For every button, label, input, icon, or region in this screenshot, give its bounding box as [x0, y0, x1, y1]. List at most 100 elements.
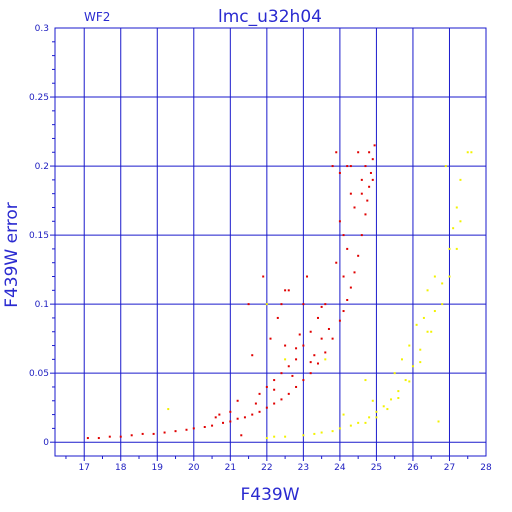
- red-data-point: [265, 406, 268, 409]
- y-tick-label: 0.1: [35, 300, 49, 310]
- yellow-data-point: [437, 420, 440, 423]
- red-data-point: [185, 428, 188, 431]
- red-data-point: [342, 275, 345, 278]
- yellow-data-point: [441, 303, 444, 306]
- red-data-point: [302, 344, 305, 347]
- red-data-point: [349, 192, 352, 195]
- red-data-point: [152, 432, 155, 435]
- yellow-data-point: [357, 421, 360, 424]
- yellow-data-point: [167, 408, 170, 411]
- red-data-point: [360, 178, 363, 181]
- yellow-data-point: [331, 430, 334, 433]
- yellow-data-point: [349, 424, 352, 427]
- red-data-point: [295, 385, 298, 388]
- red-data-point: [130, 434, 133, 437]
- yellow-data-point: [426, 289, 429, 292]
- y-tick-label: 0: [43, 438, 49, 448]
- yellow-data-point: [324, 358, 327, 361]
- x-tick-label: 17: [78, 463, 89, 473]
- red-data-point: [97, 437, 100, 440]
- red-data-point: [254, 402, 257, 405]
- red-data-point: [141, 432, 144, 435]
- yellow-data-point: [430, 330, 433, 333]
- red-data-point: [369, 171, 372, 174]
- yellow-data-point: [400, 358, 403, 361]
- red-data-point: [353, 206, 356, 209]
- yellow-data-point: [265, 303, 268, 306]
- yellow-data-point: [408, 344, 411, 347]
- red-data-point: [251, 354, 254, 357]
- red-data-point: [236, 399, 239, 402]
- red-data-point: [295, 347, 298, 350]
- red-data-point: [309, 361, 312, 364]
- yellow-data-point: [265, 437, 268, 440]
- red-data-point: [251, 413, 254, 416]
- red-data-point: [335, 261, 338, 264]
- red-data-point: [247, 303, 250, 306]
- yellow-data-point: [320, 431, 323, 434]
- red-data-point: [273, 379, 276, 382]
- red-data-point: [353, 271, 356, 274]
- red-data-point: [273, 402, 276, 405]
- red-data-point: [309, 372, 312, 375]
- red-data-point: [287, 289, 290, 292]
- red-data-point: [280, 398, 283, 401]
- yellow-data-point: [393, 372, 396, 375]
- red-data-point: [265, 385, 268, 388]
- yellow-data-point: [371, 399, 374, 402]
- yellow-data-point: [441, 282, 444, 285]
- red-data-point: [342, 234, 345, 237]
- red-data-point: [163, 431, 166, 434]
- red-data-point: [360, 192, 363, 195]
- y-tick-label: 0.2: [35, 162, 49, 172]
- yellow-data-point: [302, 434, 305, 437]
- yellow-data-point: [364, 421, 367, 424]
- yellow-data-point: [444, 165, 447, 168]
- red-data-point: [273, 388, 276, 391]
- grid-lines: [55, 28, 486, 456]
- red-data-point: [324, 351, 327, 354]
- red-data-point: [316, 362, 319, 365]
- yellow-data-point: [386, 408, 389, 411]
- red-data-point: [229, 420, 232, 423]
- yellow-data-point: [404, 379, 407, 382]
- red-data-point: [229, 410, 232, 413]
- yellow-data-point: [284, 435, 287, 438]
- red-data-point: [298, 333, 301, 336]
- red-data-point: [302, 379, 305, 382]
- red-data-point: [338, 319, 341, 322]
- yellow-data-point: [364, 379, 367, 382]
- red-data-point: [349, 165, 352, 168]
- red-data-point: [240, 434, 243, 437]
- red-data-point: [346, 165, 349, 168]
- x-tick-label: 26: [407, 463, 419, 473]
- data-points: [86, 144, 473, 440]
- x-tick-label: 25: [371, 463, 382, 473]
- yellow-data-point: [419, 361, 422, 364]
- red-data-point: [371, 158, 374, 161]
- y-tick-label: 0.05: [29, 369, 49, 379]
- x-tick-label: 27: [444, 463, 455, 473]
- red-data-point: [214, 416, 217, 419]
- yellow-data-point: [455, 247, 458, 250]
- red-data-point: [364, 165, 367, 168]
- red-data-point: [338, 171, 341, 174]
- red-data-point: [335, 151, 338, 154]
- yellow-data-point: [448, 247, 451, 250]
- red-data-point: [364, 213, 367, 216]
- yellow-data-point: [433, 310, 436, 313]
- red-data-point: [236, 417, 239, 420]
- red-data-point: [306, 275, 309, 278]
- red-data-point: [262, 275, 265, 278]
- red-data-point: [284, 289, 287, 292]
- chip-label: WF2: [84, 10, 110, 24]
- red-data-point: [280, 303, 283, 306]
- yellow-data-point: [470, 151, 473, 154]
- red-data-point: [338, 220, 341, 223]
- yellow-data-point: [313, 432, 316, 435]
- red-data-point: [222, 421, 225, 424]
- red-data-point: [331, 337, 334, 340]
- x-tick-label: 20: [188, 463, 200, 473]
- yellow-data-point: [466, 151, 469, 154]
